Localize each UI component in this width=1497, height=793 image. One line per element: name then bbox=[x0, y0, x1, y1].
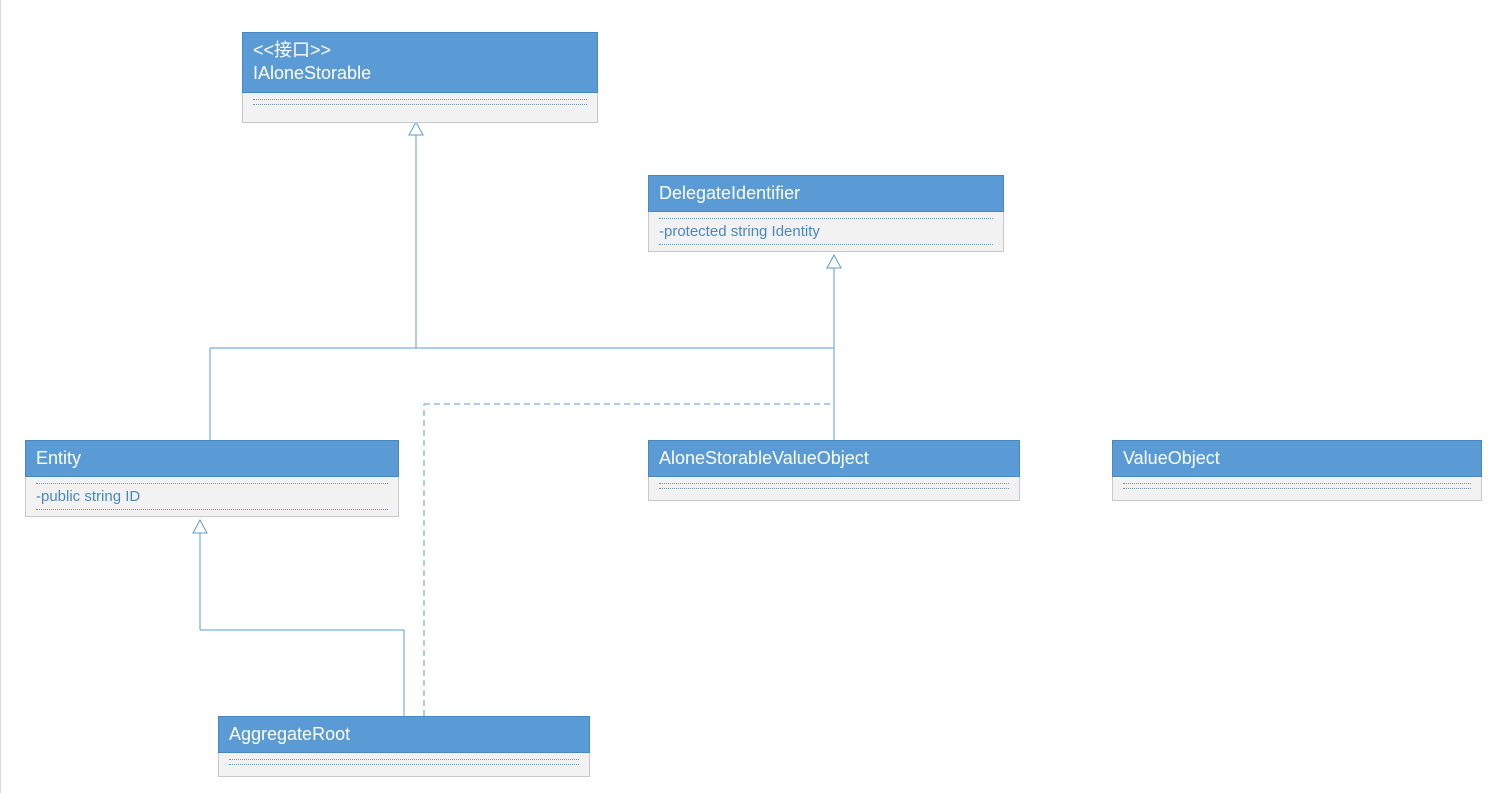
stereotype: <<接口>> bbox=[253, 39, 587, 62]
class-header: DelegateIdentifier bbox=[648, 175, 1004, 212]
connectors-layer bbox=[0, 0, 1497, 793]
class-delegateidentifier: DelegateIdentifier -protected string Ide… bbox=[648, 175, 1004, 252]
class-valueobject: ValueObject bbox=[1112, 440, 1482, 501]
class-title: DelegateIdentifier bbox=[659, 183, 800, 203]
class-body bbox=[218, 753, 590, 777]
class-body bbox=[648, 477, 1020, 501]
class-header: AggregateRoot bbox=[218, 716, 590, 753]
class-title: ValueObject bbox=[1123, 448, 1220, 468]
class-member: -public string ID bbox=[36, 488, 388, 505]
class-title: IAloneStorable bbox=[253, 62, 587, 85]
class-header: ValueObject bbox=[1112, 440, 1482, 477]
class-title: AloneStorableValueObject bbox=[659, 448, 869, 468]
left-border bbox=[0, 0, 1, 793]
class-title: Entity bbox=[36, 448, 81, 468]
class-body bbox=[242, 93, 598, 123]
class-header: AloneStorableValueObject bbox=[648, 440, 1020, 477]
class-body bbox=[1112, 477, 1482, 501]
class-header: <<接口>> IAloneStorable bbox=[242, 32, 598, 93]
class-body: -protected string Identity bbox=[648, 212, 1004, 252]
class-ialonestorable: <<接口>> IAloneStorable bbox=[242, 32, 598, 123]
class-header: Entity bbox=[25, 440, 399, 477]
class-alonestorablevalueobject: AloneStorableValueObject bbox=[648, 440, 1020, 501]
class-aggregateroot: AggregateRoot bbox=[218, 716, 590, 777]
class-body: -public string ID bbox=[25, 477, 399, 517]
class-title: AggregateRoot bbox=[229, 724, 350, 744]
class-member: -protected string Identity bbox=[659, 223, 993, 240]
class-entity: Entity -public string ID bbox=[25, 440, 399, 517]
